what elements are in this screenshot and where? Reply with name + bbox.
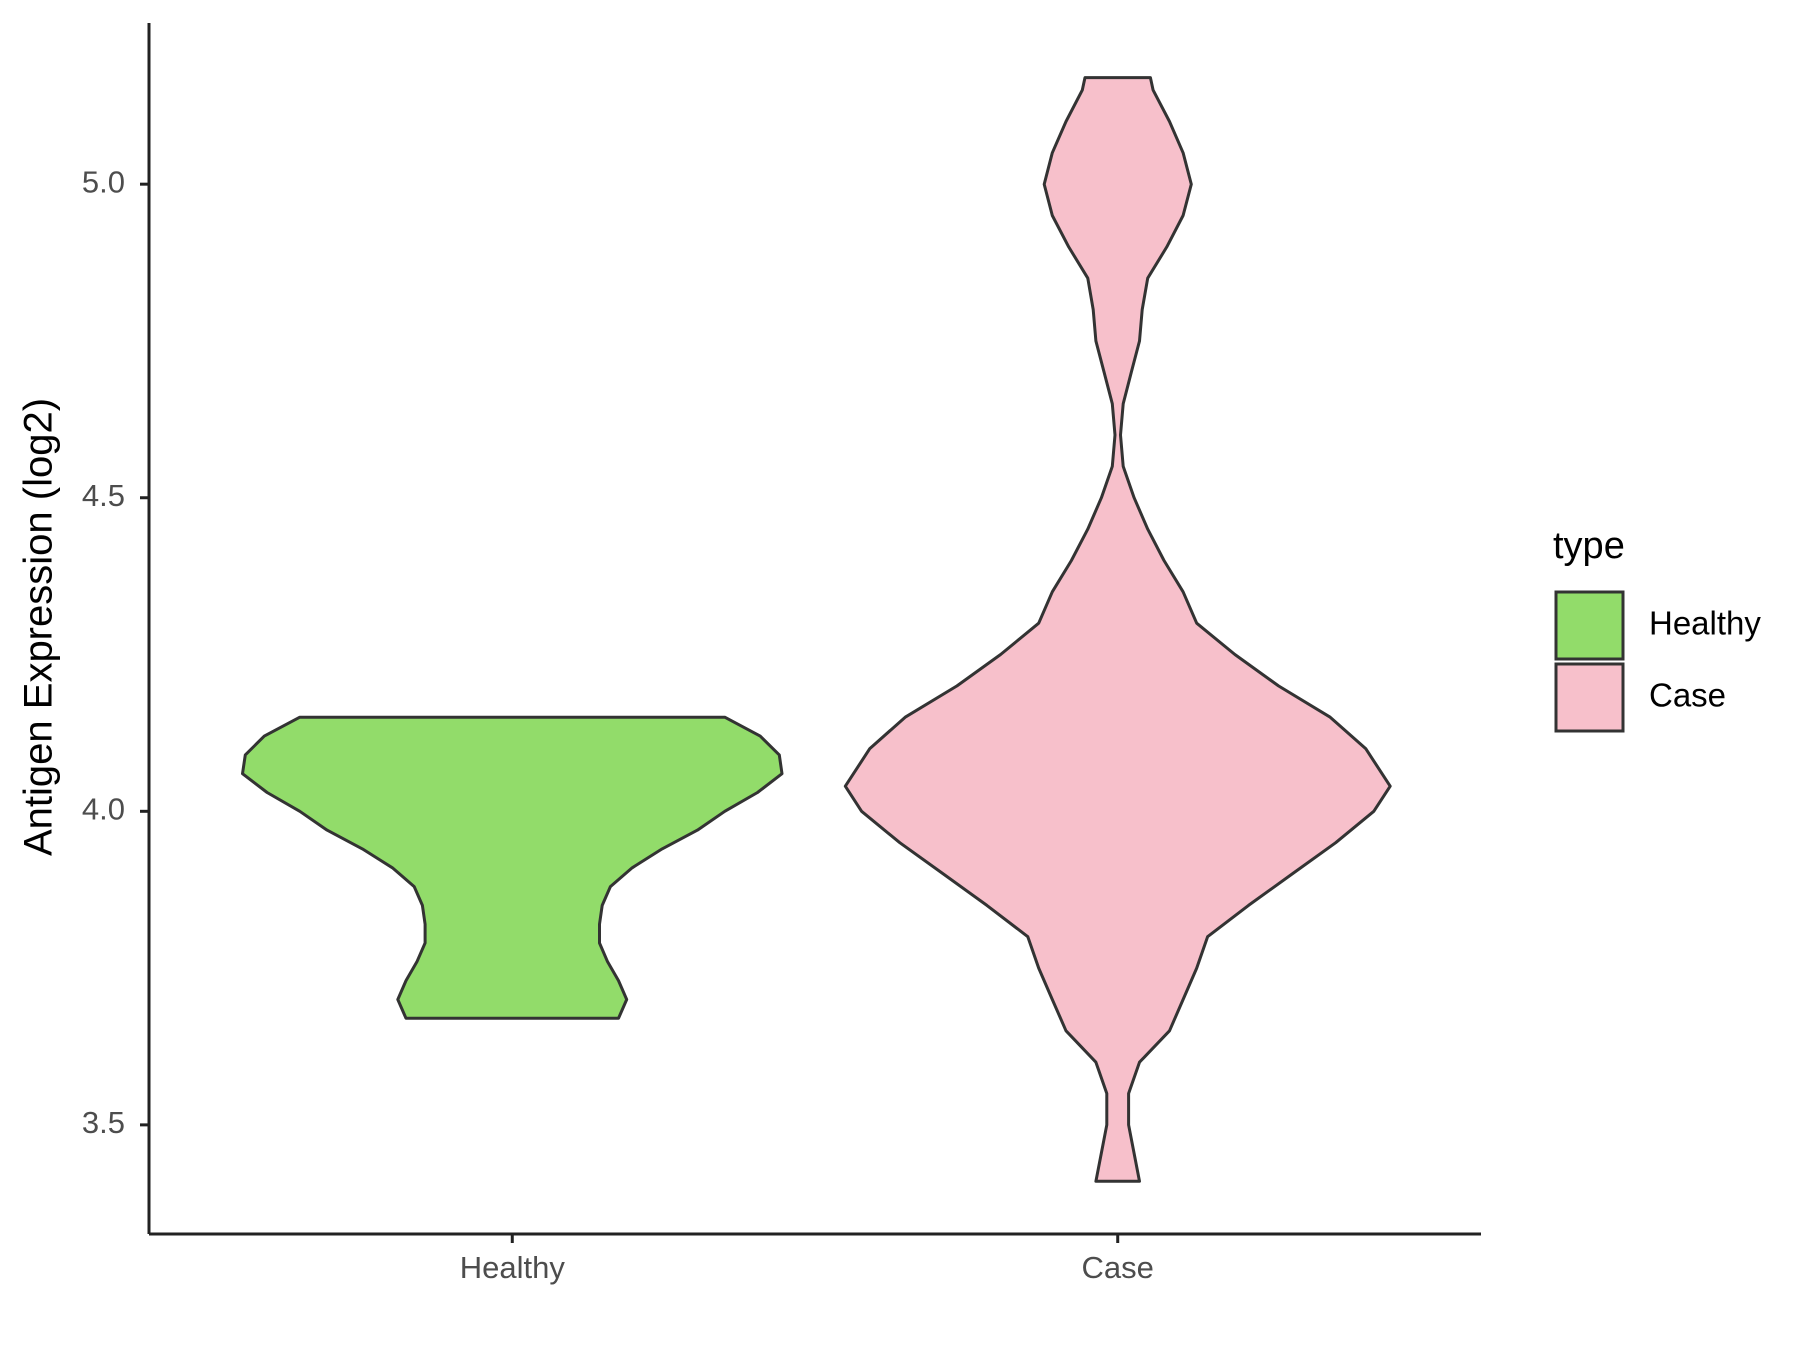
y-tick-label: 4.5 [82, 478, 125, 513]
y-tick-label: 4.0 [82, 791, 125, 826]
legend-title: type [1553, 525, 1625, 567]
legend-key [1554, 590, 1625, 661]
violin [241, 715, 784, 1020]
y-tick-label: 3.5 [82, 1105, 125, 1140]
x-tick-label: Healthy [460, 1250, 566, 1285]
y-axis-title: Antigen Expression (log2) [17, 398, 61, 856]
legend-label: Case [1649, 677, 1726, 714]
x-tick-label: Case [1082, 1250, 1154, 1285]
y-tick-label: 5.0 [82, 164, 125, 199]
legend-label: Healthy [1649, 605, 1761, 642]
legend-key [1554, 662, 1625, 733]
violin [843, 76, 1392, 1183]
